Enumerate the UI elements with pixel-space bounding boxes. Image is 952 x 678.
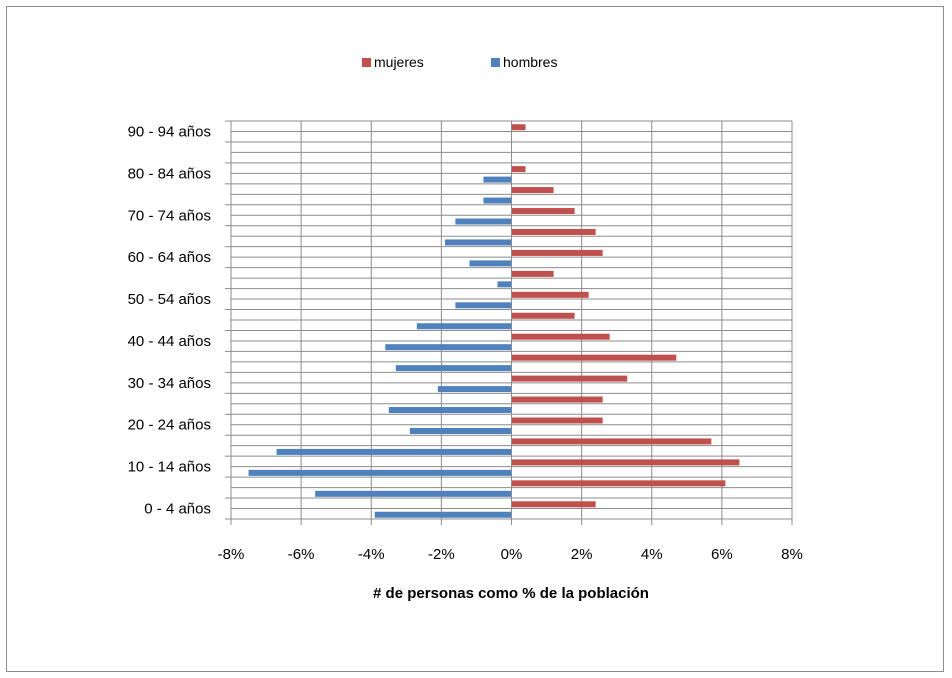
bar-hombres <box>385 344 512 351</box>
x-tick-label: 4% <box>641 546 663 563</box>
bar-mujeres <box>511 438 712 445</box>
bar-hombres <box>483 197 512 204</box>
x-tick-label: 2% <box>571 546 593 563</box>
bar-mujeres <box>511 354 677 361</box>
y-tick-label: 70 - 74 años <box>128 207 211 224</box>
x-tick-label: -6% <box>288 546 315 563</box>
bar-hombres <box>395 365 512 372</box>
axes <box>225 120 512 520</box>
bar-hombres <box>469 260 512 267</box>
legend-label-hombres: hombres <box>503 54 557 70</box>
bar-hombres <box>374 511 512 518</box>
legend: mujeres hombres <box>362 54 557 70</box>
bar-mujeres <box>511 333 610 340</box>
bar-mujeres <box>511 417 603 424</box>
bar-hombres <box>455 302 512 309</box>
chart-frame <box>6 6 944 672</box>
y-tick-label: 40 - 44 años <box>128 333 211 350</box>
x-tick-label: 8% <box>781 546 803 563</box>
bar-mujeres <box>511 208 575 215</box>
bar-mujeres <box>511 396 603 403</box>
y-tick-label: 80 - 84 años <box>128 165 211 182</box>
bar-hombres <box>444 239 512 246</box>
bar-hombres <box>437 386 512 393</box>
bar-hombres <box>497 281 512 288</box>
x-tick-label: 6% <box>711 546 733 563</box>
legend-swatch-mujeres <box>362 58 371 67</box>
legend-label-mujeres: mujeres <box>374 54 424 70</box>
bar-hombres <box>248 469 512 476</box>
bar-hombres <box>409 427 512 434</box>
bar-mujeres <box>511 459 740 466</box>
bar-mujeres <box>511 228 596 235</box>
y-tick-label: 60 - 64 años <box>128 249 211 266</box>
bar-mujeres <box>511 187 554 194</box>
legend-swatch-hombres <box>491 58 500 67</box>
bar-mujeres <box>511 291 589 298</box>
y-tick-label: 20 - 24 años <box>128 417 211 434</box>
y-tick-label: 0 - 4 años <box>144 501 211 518</box>
bar-mujeres <box>511 375 628 382</box>
bar-mujeres <box>511 501 596 508</box>
y-tick-label: 50 - 54 años <box>128 291 211 308</box>
x-tick-label: -8% <box>218 546 245 563</box>
bar-hombres <box>483 176 512 183</box>
x-axis-label: # de personas como % de la población <box>373 585 649 602</box>
bar-hombres <box>276 448 512 455</box>
bar-hombres <box>315 490 512 497</box>
bar-hombres <box>416 323 512 330</box>
x-tick-label: -4% <box>358 546 385 563</box>
bar-mujeres <box>511 480 726 487</box>
y-tick-label: 30 - 34 años <box>128 375 211 392</box>
bar-hombres <box>388 407 512 414</box>
bar-mujeres <box>511 166 526 173</box>
bar-mujeres <box>511 270 554 277</box>
bar-hombres <box>455 218 512 225</box>
bar-mujeres <box>511 249 603 256</box>
bar-mujeres <box>511 124 526 131</box>
y-axis-tick-labels: 0 - 4 años 10 - 14 años 20 - 24 años 30 - 3… <box>128 123 211 517</box>
bar-mujeres <box>511 312 575 319</box>
bars <box>248 124 740 518</box>
x-tick-label: 0% <box>501 546 523 563</box>
y-tick-label: 90 - 94 años <box>128 123 211 140</box>
y-tick-label: 10 - 14 años <box>128 459 211 476</box>
x-tick-label: -2% <box>428 546 455 563</box>
x-axis-tick-labels: -8% -6% -4% -2% 0% 2% 4% 6% 8% <box>218 546 803 563</box>
